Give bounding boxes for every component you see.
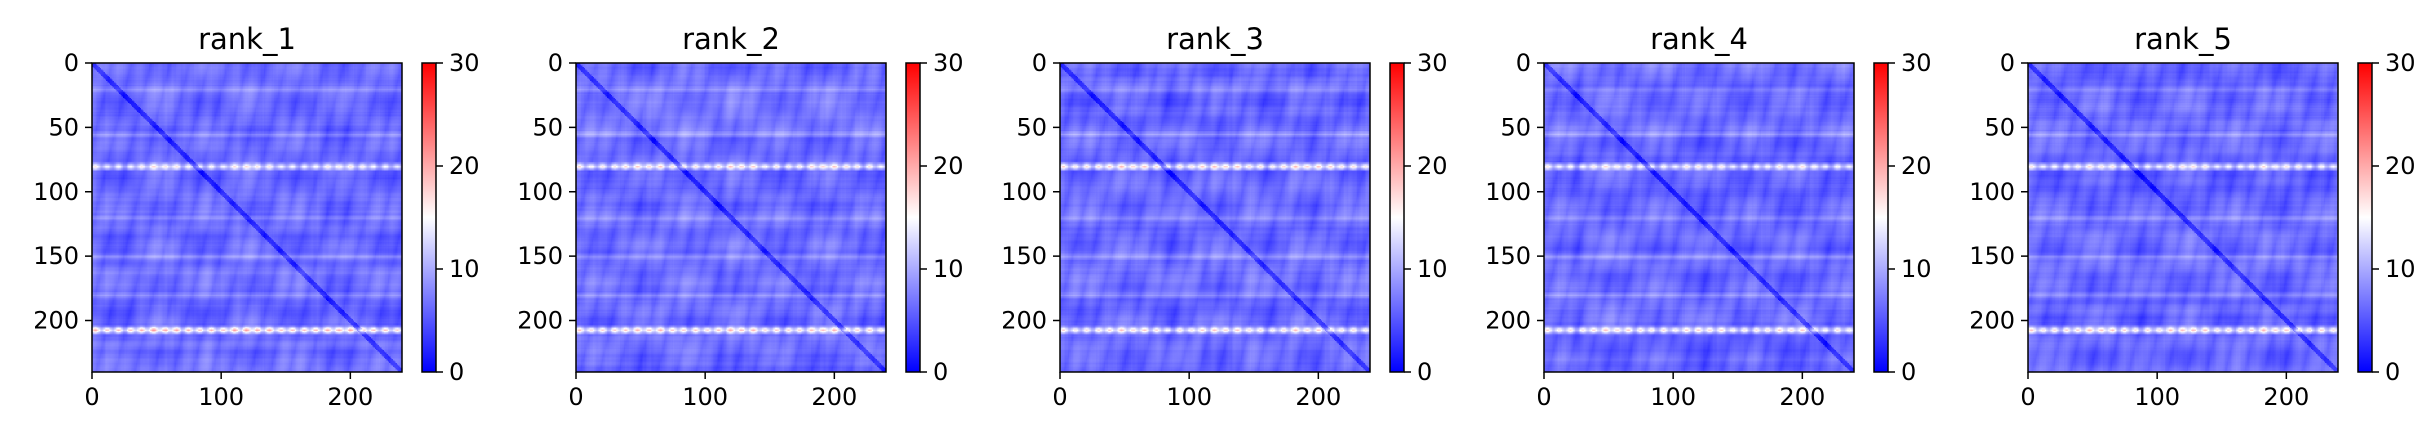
heatmap-panel: rank_1 0 100 200 0 50 100 150 200 0 10 20 30 [33,22,479,411]
y-tick-label: 50 [1500,113,1531,141]
heatmap-panel: rank_4 0 100 200 0 50 100 150 200 0 10 20 30 [1485,22,1931,411]
colorbar-tick-label: 0 [2385,358,2400,386]
x-tick-label: 0 [1536,383,1551,411]
x-tick-label: 200 [2263,383,2309,411]
y-tick-label: 200 [1485,307,1531,335]
x-tick-label: 200 [811,383,857,411]
colorbar [421,62,437,373]
x-tick-label: 100 [198,383,244,411]
y-tick-label: 150 [1969,242,2015,270]
chart-title: rank_5 [2134,22,2232,56]
y-tick-label: 100 [1001,178,1047,206]
x-tick-label: 200 [1779,383,1825,411]
colorbar-tick-label: 10 [2385,255,2416,283]
heatmap-panel: rank_2 0 100 200 0 50 100 150 200 0 10 20 30 [517,22,963,411]
y-tick-label: 150 [1001,242,1047,270]
colorbar [1389,62,1405,373]
x-tick-label: 0 [2020,383,2035,411]
colorbar [2357,62,2373,373]
y-tick-label: 100 [1969,178,2015,206]
colorbar-tick-label: 30 [933,49,964,77]
x-tick-label: 100 [1650,383,1696,411]
colorbar-tick-label: 10 [933,255,964,283]
colorbar-tick-label: 10 [1901,255,1932,283]
y-tick-label: 200 [517,307,563,335]
y-tick-label: 0 [2000,49,2015,77]
y-tick-label: 100 [517,178,563,206]
plot-frame [91,62,403,373]
colorbar-tick-label: 20 [1901,152,1932,180]
y-tick-label: 150 [517,242,563,270]
colorbar-tick-label: 10 [449,255,480,283]
chart-title: rank_3 [1166,22,1264,56]
colorbar-tick-label: 10 [1417,255,1448,283]
x-tick-label: 0 [568,383,583,411]
y-tick-label: 50 [1984,113,2015,141]
heatmap-image [2028,63,2338,372]
colorbar-tick-label: 20 [2385,152,2416,180]
heatmap-panel: rank_3 0 100 200 0 50 100 150 200 0 10 20 30 [1001,22,1447,411]
plot-frame [2027,62,2339,373]
y-tick-label: 150 [33,242,79,270]
colorbar-tick-label: 20 [449,152,480,180]
heatmap-image [1060,63,1370,372]
y-tick-label: 50 [1016,113,1047,141]
x-tick-label: 200 [327,383,373,411]
colorbar [905,62,921,373]
chart-title: rank_1 [198,22,296,56]
plot-frame [1059,62,1371,373]
colorbar-tick-label: 30 [1901,49,1932,77]
colorbar-tick-label: 30 [449,49,480,77]
x-tick-label: 0 [1052,383,1067,411]
y-tick-label: 0 [548,49,563,77]
x-tick-label: 100 [1166,383,1212,411]
heatmap-image [1544,63,1854,372]
y-tick-label: 100 [33,178,79,206]
y-tick-label: 200 [1001,307,1047,335]
colorbar-tick-label: 30 [2385,49,2416,77]
x-tick-label: 0 [84,383,99,411]
y-tick-label: 100 [1485,178,1531,206]
colorbar-tick-label: 0 [449,358,464,386]
colorbar-tick-label: 0 [933,358,948,386]
plot-frame [1543,62,1855,373]
colorbar-tick-label: 20 [1417,152,1448,180]
colorbar-tick-label: 30 [1417,49,1448,77]
y-tick-label: 0 [1516,49,1531,77]
y-tick-label: 50 [532,113,563,141]
heatmap-image [576,63,886,372]
y-tick-label: 200 [33,307,79,335]
x-tick-label: 200 [1295,383,1341,411]
chart-title: rank_2 [682,22,780,56]
heatmap-image [92,63,402,372]
y-tick-label: 150 [1485,242,1531,270]
y-tick-label: 0 [1032,49,1047,77]
heatmap-panel: rank_5 0 100 200 0 50 100 150 200 0 10 20 30 [1969,22,2415,411]
y-tick-label: 200 [1969,307,2015,335]
plot-frame [575,62,887,373]
y-tick-label: 0 [64,49,79,77]
chart-title: rank_4 [1650,22,1748,56]
colorbar [1873,62,1889,373]
x-tick-label: 100 [2134,383,2180,411]
y-tick-label: 50 [48,113,79,141]
colorbar-tick-label: 0 [1417,358,1432,386]
colorbar-tick-label: 0 [1901,358,1916,386]
colorbar-tick-label: 20 [933,152,964,180]
x-tick-label: 100 [682,383,728,411]
